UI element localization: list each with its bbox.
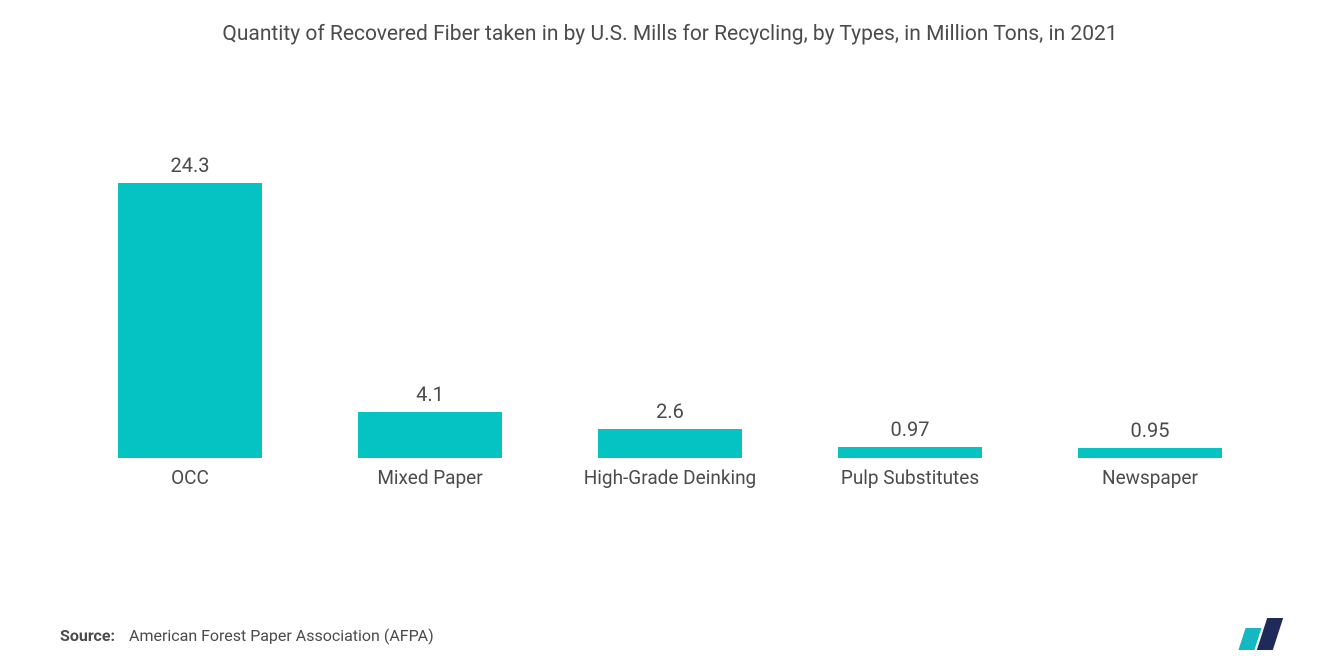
- bar-value-label: 2.6: [656, 399, 684, 423]
- source-text: American Forest Paper Association (AFPA): [129, 626, 434, 645]
- bar: [358, 412, 502, 458]
- bar: [1078, 448, 1222, 459]
- category-label: Newspaper: [1030, 466, 1270, 489]
- x-axis: OCCMixed PaperHigh-Grade DeinkingPulp Su…: [60, 458, 1280, 489]
- bar-group: 24.3: [70, 88, 310, 458]
- source-line: Source: American Forest Paper Associatio…: [60, 626, 434, 645]
- plot-area: 24.3 4.1 2.6 0.97 0.95: [60, 88, 1280, 458]
- bar-value-label: 0.95: [1131, 418, 1170, 442]
- bar-value-label: 24.3: [171, 153, 210, 177]
- category-label: Pulp Substitutes: [790, 466, 1030, 489]
- chart-container: Quantity of Recovered Fiber taken in by …: [0, 0, 1320, 665]
- category-label: High-Grade Deinking: [550, 466, 790, 489]
- category-label: Mixed Paper: [310, 466, 550, 489]
- bar-value-label: 0.97: [891, 417, 930, 441]
- category-label: OCC: [70, 466, 310, 489]
- bar: [118, 183, 262, 458]
- bar-group: 4.1: [310, 88, 550, 458]
- source-label: Source:: [60, 626, 115, 645]
- bar-group: 0.95: [1030, 88, 1270, 458]
- logo-bar-right: [1257, 618, 1283, 650]
- bar: [598, 429, 742, 458]
- bar-value-label: 4.1: [416, 382, 444, 406]
- bar-group: 0.97: [790, 88, 1030, 458]
- chart-title: Quantity of Recovered Fiber taken in by …: [145, 20, 1195, 48]
- brand-logo: [1238, 616, 1290, 650]
- bar: [838, 447, 982, 458]
- bar-group: 2.6: [550, 88, 790, 458]
